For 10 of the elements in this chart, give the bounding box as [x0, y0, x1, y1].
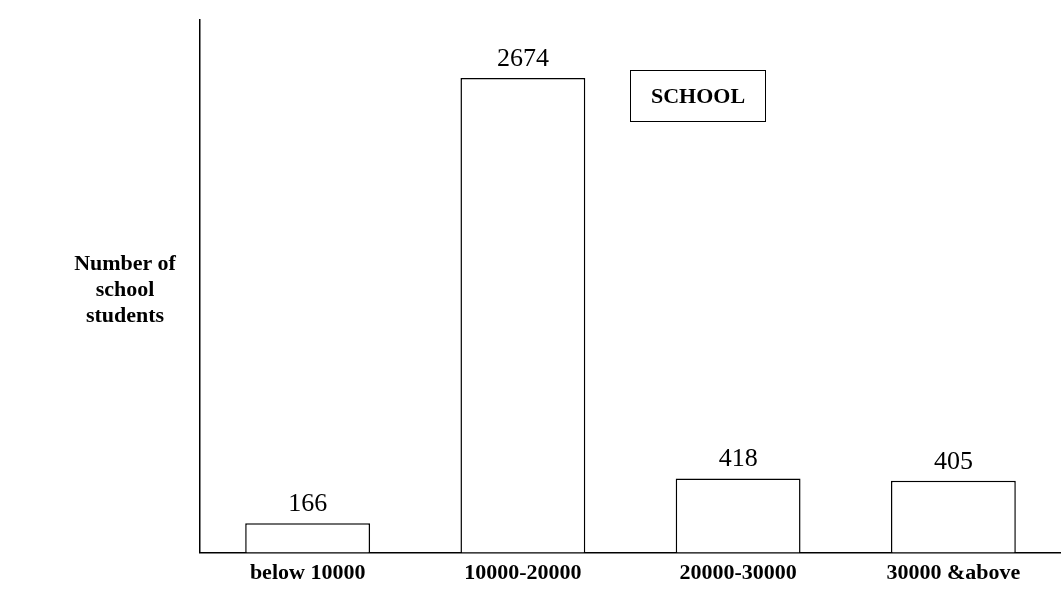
- data-label: 405: [933, 445, 973, 475]
- text: SCHOOL: [630, 70, 767, 122]
- x-tick-label: 20000-30000: [679, 559, 797, 585]
- data-label: 418: [718, 443, 758, 473]
- y-axis-title: Number of school students: [73, 250, 177, 328]
- x-tick-label: 30000 &above: [886, 559, 1021, 585]
- data-label: 166: [288, 487, 328, 517]
- x-tick-label: below 10000: [249, 559, 366, 585]
- data-label: 2674: [496, 42, 549, 72]
- x-tick-label: 10000-20000: [464, 559, 582, 585]
